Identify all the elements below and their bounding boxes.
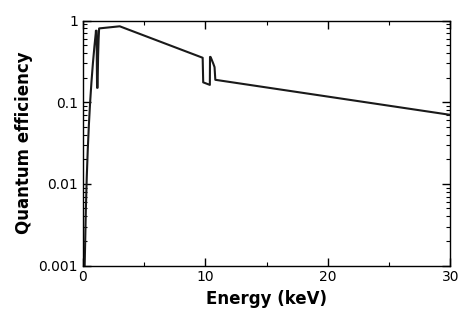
Y-axis label: Quantum efficiency: Quantum efficiency [15,52,33,234]
X-axis label: Energy (keV): Energy (keV) [206,290,327,308]
